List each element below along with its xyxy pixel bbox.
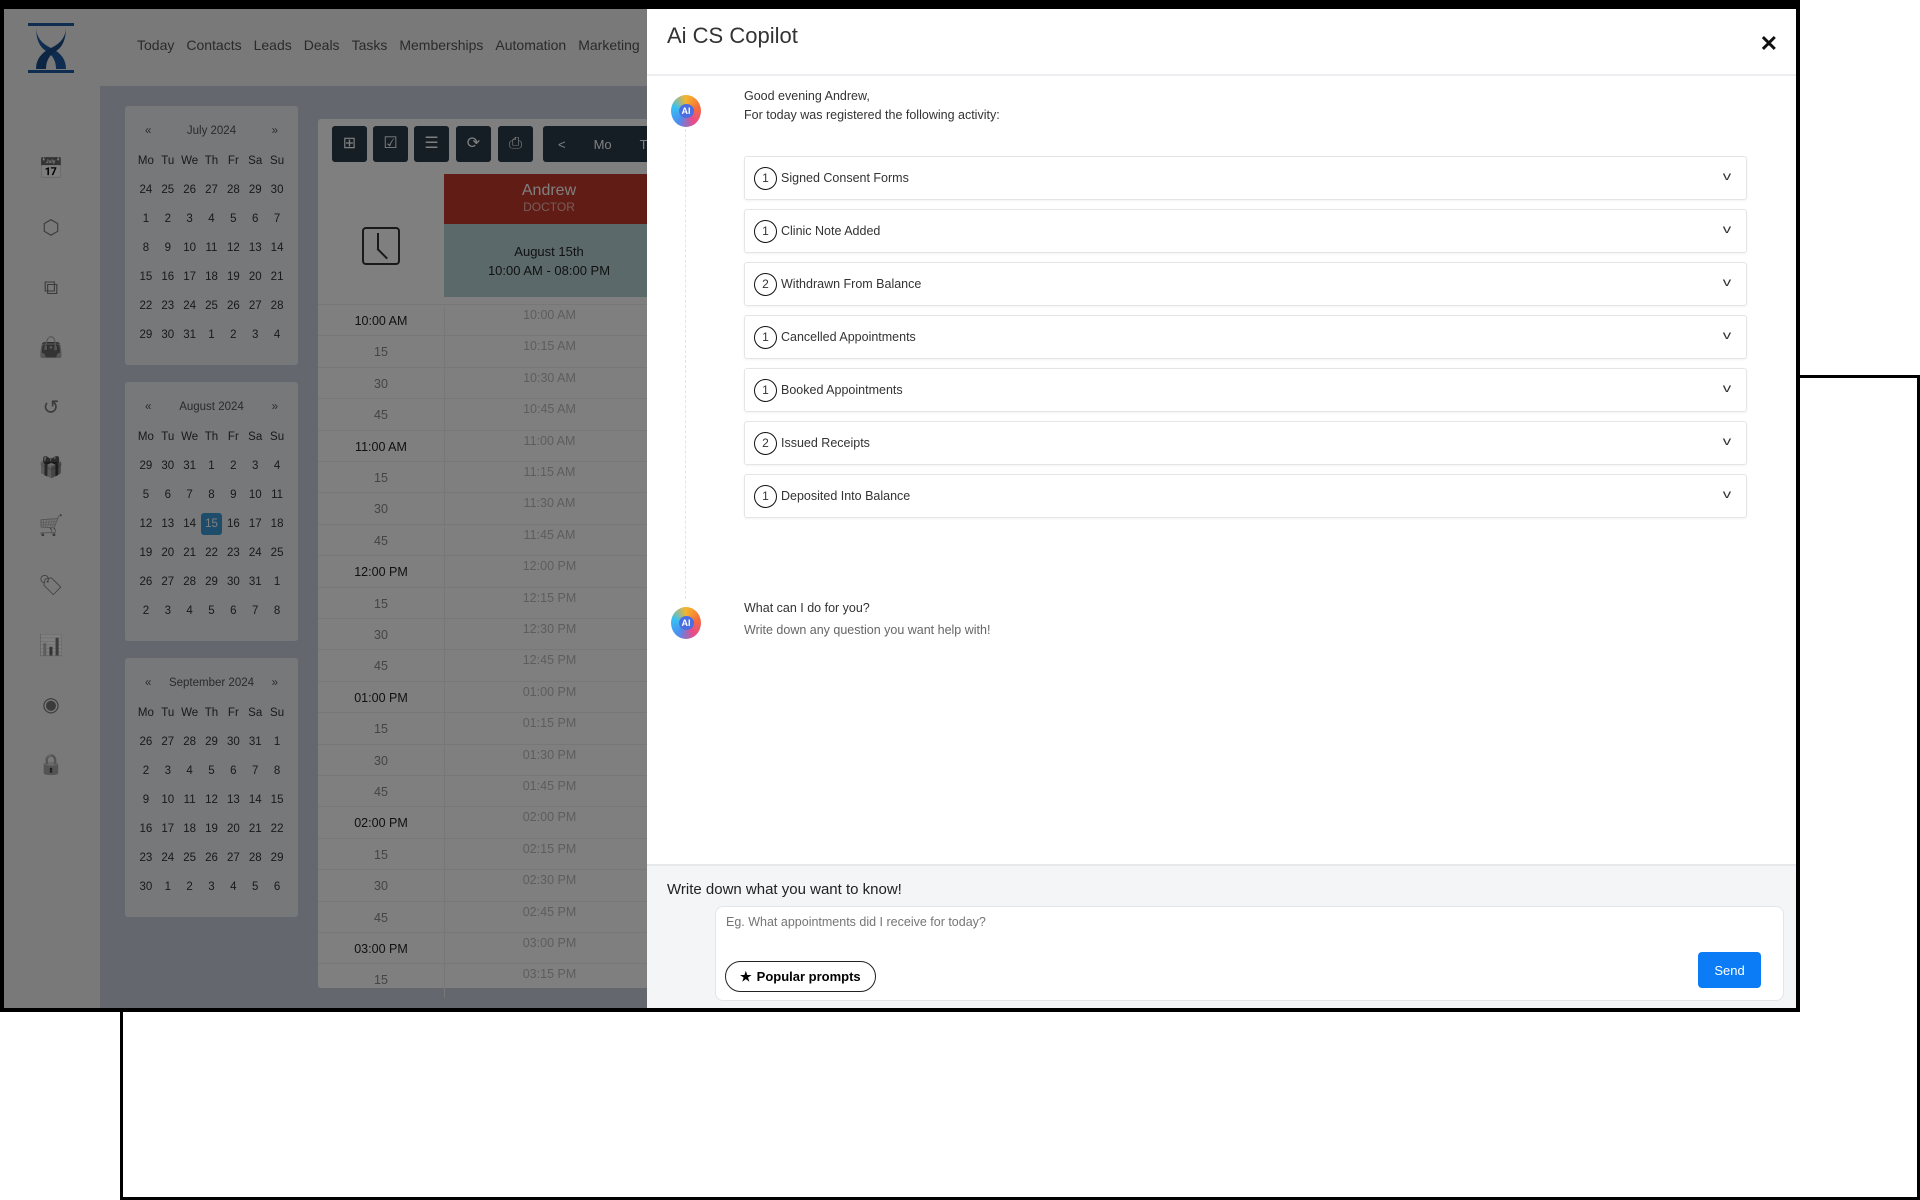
send-button[interactable]: Send — [1698, 952, 1761, 988]
chat-input-box: ★ Popular prompts Send — [715, 906, 1784, 1001]
activity-label: Signed Consent Forms — [781, 171, 909, 185]
activity-label: Cancelled Appointments — [781, 330, 916, 344]
activity-label: Clinic Note Added — [781, 224, 881, 238]
chat-footer: Write down what you want to know! ★ Popul… — [647, 864, 1796, 1008]
count-badge: 1 — [754, 219, 777, 243]
count-badge: 1 — [754, 484, 777, 508]
chevron-down-icon[interactable]: v — [1722, 275, 1732, 289]
intro: For today was registered the following a… — [744, 108, 1000, 122]
activity-label: Issued Receipts — [781, 436, 870, 450]
popular-prompts-button[interactable]: ★ Popular prompts — [725, 961, 876, 992]
count-badge: 2 — [754, 272, 777, 296]
activity-label: Withdrawn From Balance — [781, 277, 922, 291]
chevron-down-icon[interactable]: v — [1722, 381, 1732, 395]
activity-accordion[interactable]: 1 Deposited Into Balance v — [744, 474, 1747, 518]
chevron-down-icon[interactable]: v — [1722, 222, 1732, 236]
chevron-down-icon[interactable]: v — [1722, 328, 1732, 342]
activity-accordion[interactable]: 2 Issued Receipts v — [744, 421, 1747, 465]
copilot-panel: Ai CS Copilot ✕ AI Good evening Andrew, F… — [647, 9, 1796, 1008]
prompt-message: What can I do for you? Write down any que… — [744, 599, 990, 640]
footer-title: Write down what you want to know! — [667, 881, 902, 898]
ai-avatar-icon: AI — [671, 607, 701, 639]
popular-prompts-label: Popular prompts — [756, 969, 861, 984]
activity-label: Deposited Into Balance — [781, 489, 911, 503]
modal-overlay[interactable] — [4, 9, 647, 1008]
count-badge: 1 — [754, 166, 777, 190]
activity-accordion[interactable]: 1 Cancelled Appointments v — [744, 315, 1747, 359]
close-button[interactable]: ✕ — [1759, 31, 1778, 56]
chevron-down-icon[interactable]: v — [1722, 169, 1732, 183]
question: What can I do for you? — [744, 601, 870, 615]
count-badge: 1 — [754, 325, 777, 349]
divider — [647, 74, 1796, 76]
activity-label: Booked Appointments — [781, 383, 903, 397]
question-sub: Write down any question you want help wi… — [744, 623, 991, 637]
activity-accordion[interactable]: 1 Booked Appointments v — [744, 368, 1747, 412]
chevron-down-icon[interactable]: v — [1722, 434, 1732, 448]
count-badge: 2 — [754, 431, 777, 455]
ai-avatar-icon: AI — [671, 95, 701, 127]
star-icon: ★ — [740, 968, 752, 984]
app-window: TodayContactsLeadsDealsTasksMembershipsA… — [0, 9, 1800, 1012]
greeting-message: Good evening Andrew, For today was regist… — [744, 87, 1000, 125]
activity-accordion[interactable]: 1 Clinic Note Added v — [744, 209, 1747, 253]
chat-input[interactable] — [726, 915, 1626, 929]
activity-accordion[interactable]: 1 Signed Consent Forms v — [744, 156, 1747, 200]
count-badge: 1 — [754, 378, 777, 402]
panel-title: Ai CS Copilot — [667, 23, 798, 48]
chevron-down-icon[interactable]: v — [1722, 487, 1732, 501]
black-border — [0, 0, 1800, 10]
timeline-line — [685, 119, 686, 599]
greeting: Good evening Andrew, — [744, 89, 870, 103]
activity-accordion[interactable]: 2 Withdrawn From Balance v — [744, 262, 1747, 306]
